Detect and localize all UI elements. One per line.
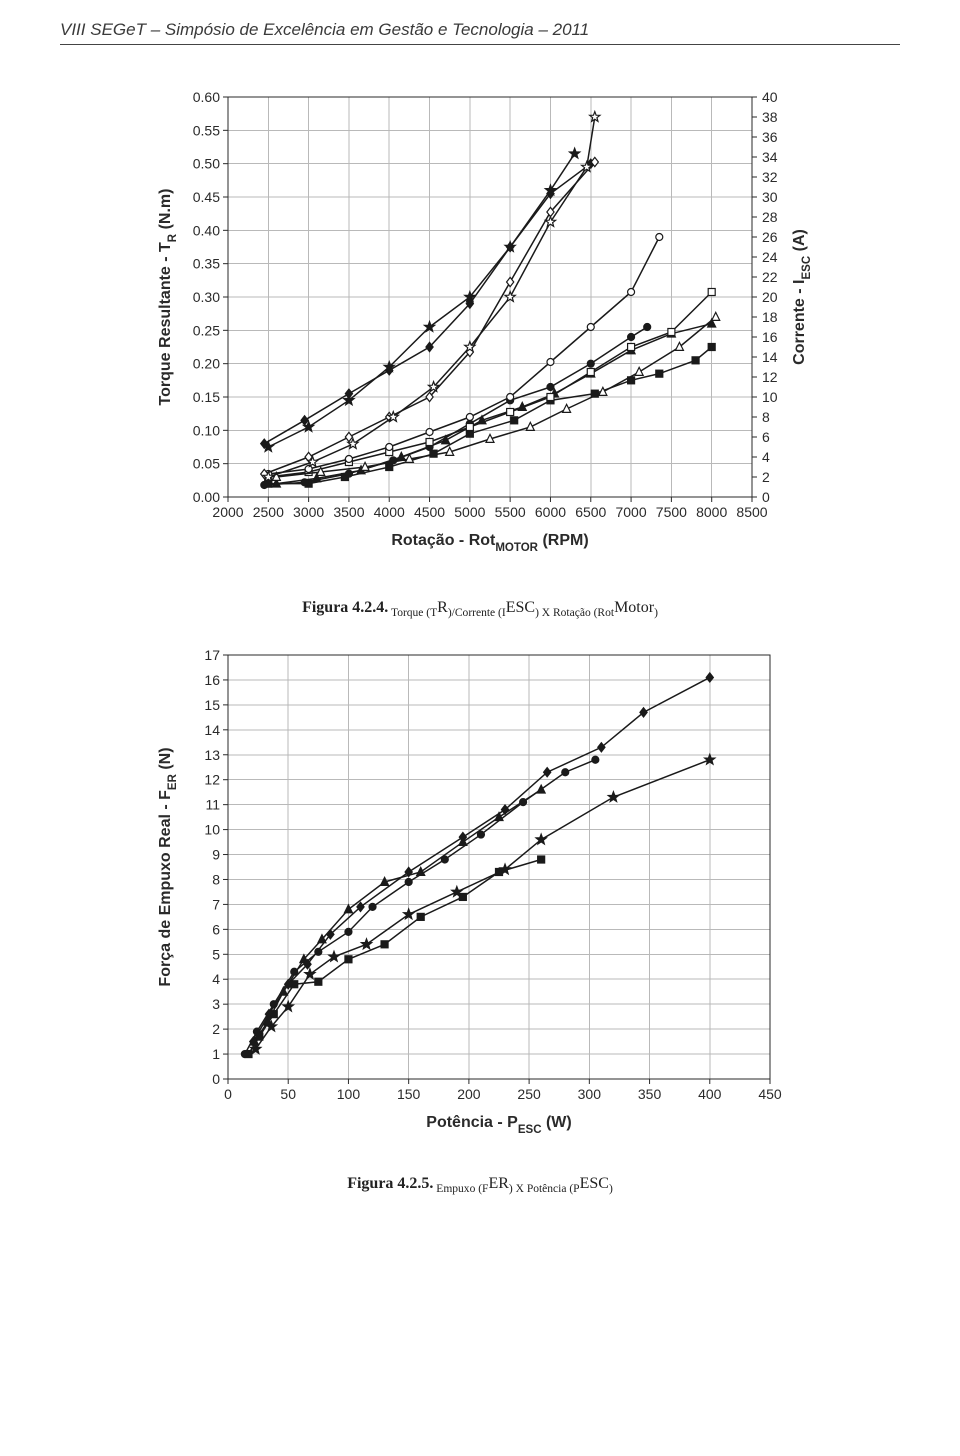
svg-text:5: 5 <box>212 946 220 962</box>
svg-text:12: 12 <box>204 772 220 788</box>
svg-text:8: 8 <box>212 872 220 888</box>
page: VIII SEGeT – Simpósio de Excelência em G… <box>0 0 960 1251</box>
svg-text:Rotação - RotMOTOR (RPM): Rotação - RotMOTOR (RPM) <box>391 532 588 554</box>
svg-text:0.45: 0.45 <box>193 189 220 205</box>
svg-text:34: 34 <box>762 149 778 165</box>
svg-text:450: 450 <box>758 1086 782 1102</box>
svg-text:40: 40 <box>762 89 778 105</box>
svg-text:0.35: 0.35 <box>193 256 220 272</box>
svg-text:22: 22 <box>762 269 778 285</box>
svg-text:4: 4 <box>212 971 220 987</box>
svg-text:6500: 6500 <box>575 504 606 520</box>
svg-text:16: 16 <box>204 672 220 688</box>
svg-text:17: 17 <box>204 647 220 663</box>
svg-text:0.20: 0.20 <box>193 356 220 372</box>
svg-text:14: 14 <box>762 349 778 365</box>
svg-text:Potência - PESC (W): Potência - PESC (W) <box>426 1114 571 1136</box>
svg-text:6: 6 <box>762 429 770 445</box>
chart2: 0501001502002503003504004500123456789101… <box>140 635 820 1165</box>
svg-text:1: 1 <box>212 1046 220 1062</box>
svg-text:8: 8 <box>762 409 770 425</box>
svg-text:Corrente - IESC (A): Corrente - IESC (A) <box>791 229 813 365</box>
svg-text:0.25: 0.25 <box>193 322 220 338</box>
svg-text:2: 2 <box>212 1021 220 1037</box>
svg-text:0.10: 0.10 <box>193 422 220 438</box>
svg-text:5000: 5000 <box>454 504 485 520</box>
svg-text:400: 400 <box>698 1086 722 1102</box>
svg-text:0.50: 0.50 <box>193 156 220 172</box>
svg-text:3: 3 <box>212 996 220 1012</box>
svg-text:36: 36 <box>762 129 778 145</box>
svg-text:0: 0 <box>212 1071 220 1087</box>
svg-text:24: 24 <box>762 249 778 265</box>
svg-text:4: 4 <box>762 449 770 465</box>
svg-text:30: 30 <box>762 189 778 205</box>
svg-text:12: 12 <box>762 369 778 385</box>
svg-text:0: 0 <box>224 1086 232 1102</box>
svg-text:200: 200 <box>457 1086 481 1102</box>
svg-text:Torque Resultante - TR (N.m): Torque Resultante - TR (N.m) <box>157 189 179 406</box>
svg-text:2500: 2500 <box>253 504 284 520</box>
svg-text:38: 38 <box>762 109 778 125</box>
svg-text:16: 16 <box>762 329 778 345</box>
figure-4-2-4: 2000 2500 3000 3500 4000 4500 5000 5500 6000 6500… <box>60 79 900 619</box>
svg-text:350: 350 <box>638 1086 662 1102</box>
svg-text:13: 13 <box>204 747 220 763</box>
svg-text:0.55: 0.55 <box>193 122 220 138</box>
svg-text:7000: 7000 <box>615 504 646 520</box>
svg-text:28: 28 <box>762 209 778 225</box>
svg-text:7: 7 <box>212 897 220 913</box>
svg-text:4500: 4500 <box>414 504 445 520</box>
figure-4-2-4-caption: Figura 4.2.4. Torque (TR)/Corrente (IESC… <box>302 599 658 619</box>
svg-text:3500: 3500 <box>333 504 364 520</box>
chart1: 2000 2500 3000 3500 4000 4500 5000 5500 6000 6500… <box>140 79 820 589</box>
svg-text:32: 32 <box>762 169 778 185</box>
svg-text:15: 15 <box>204 697 220 713</box>
header-rule <box>60 44 900 45</box>
svg-text:6000: 6000 <box>535 504 566 520</box>
svg-text:100: 100 <box>337 1086 361 1102</box>
svg-text:4000: 4000 <box>374 504 405 520</box>
svg-text:7500: 7500 <box>656 504 687 520</box>
svg-text:2000: 2000 <box>212 504 243 520</box>
svg-text:50: 50 <box>280 1086 296 1102</box>
figure-4-2-5-caption: Figura 4.2.5. Empuxo (FER) X Potência (P… <box>347 1175 613 1195</box>
svg-text:2: 2 <box>762 469 770 485</box>
svg-text:0.05: 0.05 <box>193 456 220 472</box>
svg-text:5500: 5500 <box>495 504 526 520</box>
svg-text:Força de Empuxo Real - FER (N): Força de Empuxo Real - FER (N) <box>157 748 179 987</box>
svg-text:300: 300 <box>578 1086 602 1102</box>
svg-text:0: 0 <box>762 489 770 505</box>
svg-text:6: 6 <box>212 922 220 938</box>
svg-text:10: 10 <box>762 389 778 405</box>
svg-text:0.60: 0.60 <box>193 89 220 105</box>
svg-text:3000: 3000 <box>293 504 324 520</box>
svg-text:250: 250 <box>517 1086 541 1102</box>
svg-text:0.15: 0.15 <box>193 389 220 405</box>
svg-text:20: 20 <box>762 289 778 305</box>
svg-text:8000: 8000 <box>696 504 727 520</box>
page-header: VIII SEGeT – Simpósio de Excelência em G… <box>60 20 900 44</box>
svg-text:9: 9 <box>212 847 220 863</box>
svg-text:26: 26 <box>762 229 778 245</box>
svg-text:14: 14 <box>204 722 220 738</box>
svg-text:0.00: 0.00 <box>193 489 220 505</box>
svg-text:18: 18 <box>762 309 778 325</box>
svg-text:8500: 8500 <box>736 504 767 520</box>
svg-text:11: 11 <box>205 797 220 813</box>
svg-text:10: 10 <box>204 822 220 838</box>
svg-text:0.30: 0.30 <box>193 289 220 305</box>
figure-4-2-5: 0501001502002503003504004500123456789101… <box>60 635 900 1195</box>
svg-text:150: 150 <box>397 1086 421 1102</box>
svg-text:0.40: 0.40 <box>193 222 220 238</box>
